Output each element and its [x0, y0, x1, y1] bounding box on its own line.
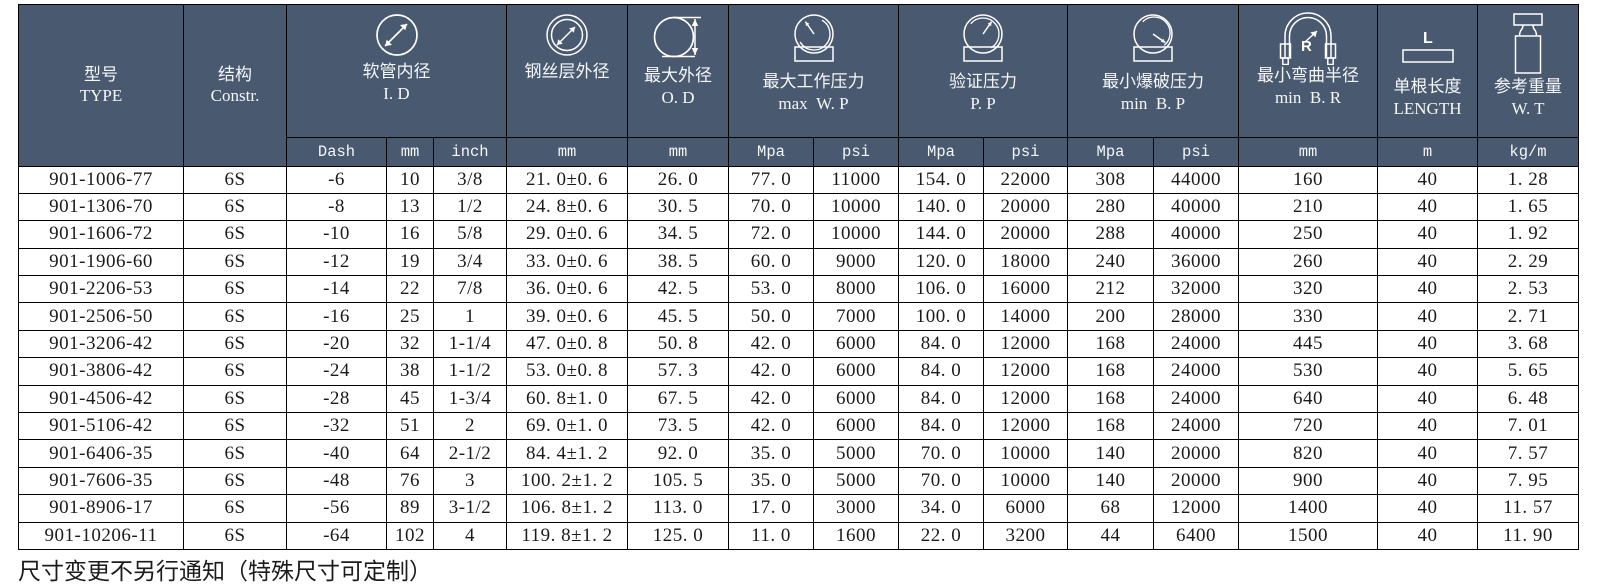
- svg-text:L: L: [1423, 30, 1433, 47]
